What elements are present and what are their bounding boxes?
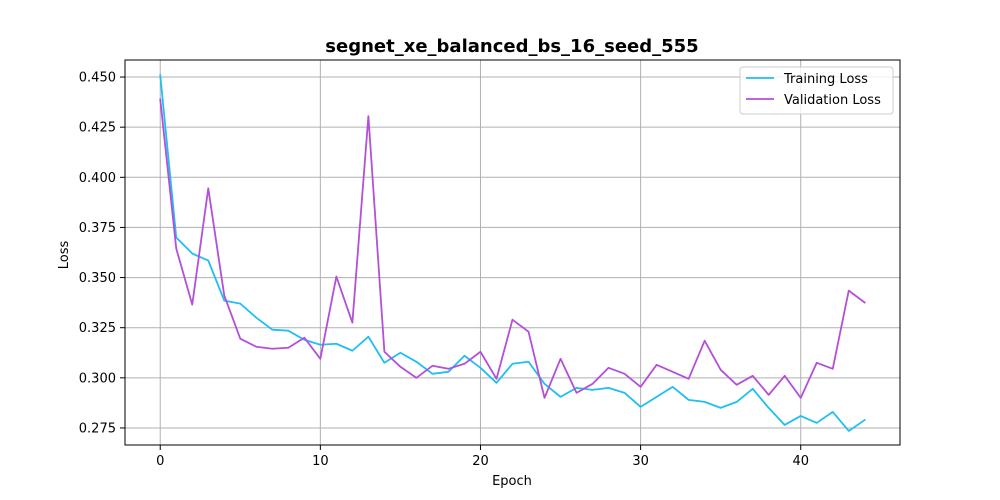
x-tick-label: 40 <box>792 454 809 469</box>
legend-label-validation: Validation Loss <box>784 93 881 108</box>
plot-frame <box>124 59 901 446</box>
x-axis-ticks: 0 10 20 30 40 <box>156 445 809 469</box>
y-tick-label: 0.325 <box>79 321 116 336</box>
x-tick-label: 20 <box>472 454 489 469</box>
y-tick-label: 0.450 <box>79 71 116 86</box>
legend-label-training: Training Loss <box>783 72 868 87</box>
y-tick-label: 0.275 <box>79 421 116 436</box>
series-layer <box>159 74 866 432</box>
y-tick-label: 0.400 <box>79 171 116 186</box>
x-tick-label: 30 <box>632 454 649 469</box>
legend-box <box>739 66 894 115</box>
y-tick-label: 0.375 <box>79 221 116 236</box>
chart-title: segnet_xe_balanced_bs_16_seed_555 <box>325 36 698 57</box>
y-tick-label: 0.300 <box>79 371 116 386</box>
y-axis-ticks: 0.275 0.300 0.325 0.350 0.375 0.400 0.425 0.450 <box>79 71 125 436</box>
legend: Training Loss Validation Loss <box>739 66 894 115</box>
x-tick-label: 0 <box>156 454 164 469</box>
y-tick-label: 0.350 <box>79 271 116 286</box>
grid <box>125 60 900 445</box>
x-axis-label: Epoch <box>492 474 532 489</box>
y-axis-label: Loss <box>57 241 72 270</box>
x-tick-label: 10 <box>312 454 329 469</box>
y-tick-label: 0.425 <box>79 121 116 136</box>
series-line-validation-loss <box>159 98 866 399</box>
series-line-training-loss <box>159 74 866 432</box>
